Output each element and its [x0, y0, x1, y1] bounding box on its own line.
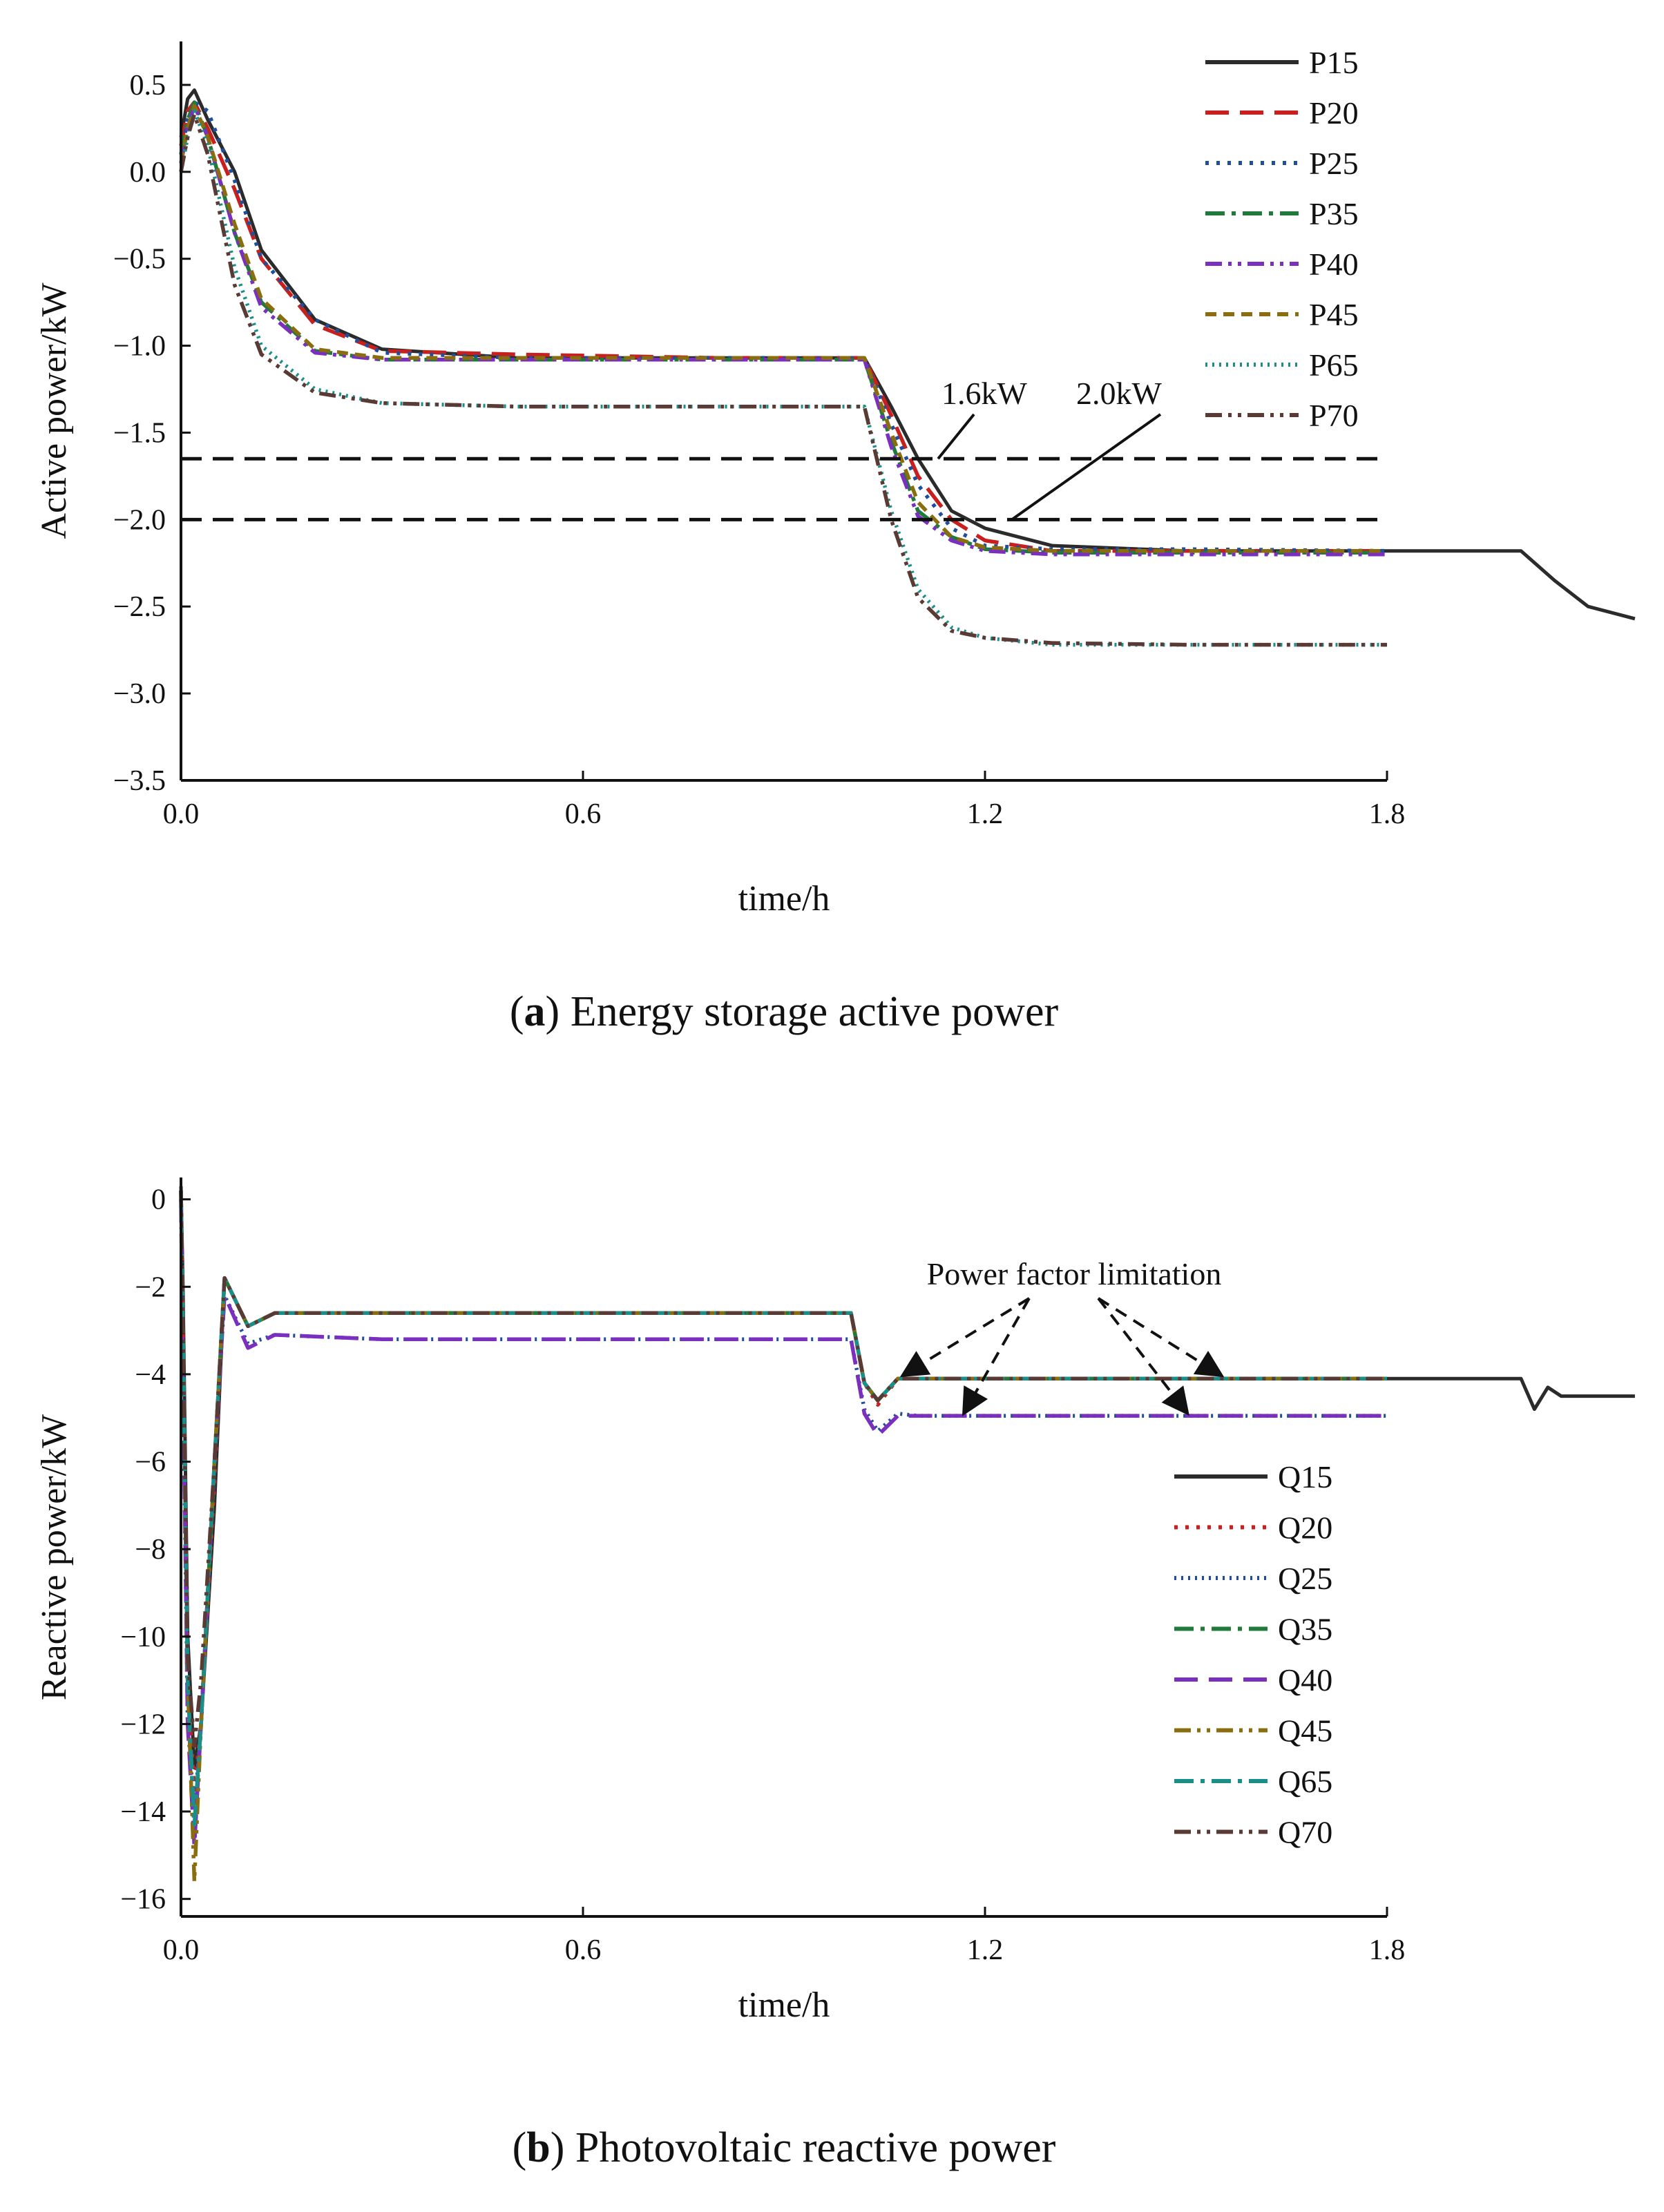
annotation-arrow [1097, 1297, 1225, 1378]
panel-a-y-axis-label: Active power/kW [35, 282, 74, 539]
legend-label-q45: Q45 [1278, 1713, 1332, 1749]
x-tick-label: 0.0 [163, 798, 200, 830]
y-tick-label: −2 [135, 1271, 166, 1303]
y-tick-label: −10 [120, 1622, 166, 1653]
legend-label-q15: Q15 [1278, 1459, 1332, 1494]
panel-a-annotations: 1.6kW 2.0kW [937, 376, 1163, 521]
series-line-p70 [179, 112, 1387, 647]
y-tick-label: −0.5 [113, 244, 166, 276]
x-tick-label: 1.8 [1369, 1934, 1406, 1966]
y-tick-label: −3.0 [113, 678, 166, 710]
y-tick-label: −1.5 [113, 417, 166, 449]
panel-b-caption-text: Photovoltaic reactive power [575, 2124, 1056, 2171]
panel-b-y-axis-label: Reactive power/kW [35, 1414, 74, 1700]
legend-label-q40: Q40 [1278, 1662, 1332, 1698]
x-tick-label: 0.0 [163, 1934, 200, 1966]
series-line-q25 [179, 1199, 1387, 1814]
reference-label: 2.0kW [1076, 376, 1163, 411]
x-tick-label: 1.2 [967, 1934, 1004, 1966]
reference-pointer [1011, 413, 1162, 521]
panel-a-reference-lines [181, 456, 1387, 521]
panel-a-legend: P15 P20 P25 P35 P40 P45 P65 P70 [1205, 45, 1359, 433]
y-tick-label: −12 [120, 1709, 166, 1740]
series-line-p45 [179, 104, 1387, 553]
panel-b-x-axis-label: time/h [738, 1985, 830, 2025]
reference-label: 1.6kW [941, 376, 1028, 411]
panel-a-x-ticks: 0.0 0.6 1.2 1.8 [163, 771, 1406, 830]
legend-label-p20: P20 [1309, 95, 1359, 131]
panel-b-reactive-power: 0 −2 −4 −6 −8 −10 −12 −14 −16 0.0 0.6 1.2 1.8 React… [35, 1177, 1635, 2171]
legend-label-p70: P70 [1309, 398, 1359, 433]
panel-a-x-axis-label: time/h [738, 879, 830, 919]
panel-a-y-ticks: 0.5 0.0 −0.5 −1.0 −1.5 −2.0 −2.5 −3.0 −3.5 [113, 70, 191, 797]
panel-b-caption: (b) Photovoltaic reactive power [513, 2124, 1056, 2171]
panel-a-active-power: 0.50.0−0.5−1.0−1.5−2.0−2.5−3.0−3.5 0.0 0.… [35, 41, 1636, 1035]
panel-a-caption: (a) Energy storage active power [510, 988, 1059, 1035]
panel-b-caption-letter: b [526, 2124, 550, 2171]
x-tick-label: 1.2 [967, 798, 1004, 830]
panel-b-annotations: Power factor limitation [899, 1256, 1225, 1416]
panel-a-series-group [179, 88, 1636, 647]
y-tick-label: −8 [135, 1534, 166, 1566]
series-line-p20 [179, 100, 1387, 553]
series-line-p25 [179, 100, 1388, 553]
series-line-q70 [179, 1190, 1387, 1748]
series-line-p35 [179, 100, 1387, 555]
x-tick-label: 1.8 [1369, 798, 1406, 830]
series-line-q40 [179, 1199, 1387, 1849]
legend-label-q65: Q65 [1278, 1764, 1332, 1799]
annotation-arrow [899, 1297, 1031, 1378]
legend-label-p45: P45 [1309, 297, 1359, 332]
series-line-q15 [179, 1186, 1635, 1770]
y-tick-label: 0 [151, 1184, 166, 1216]
reference-pointer [937, 413, 975, 460]
legend-label-p15: P15 [1309, 45, 1359, 80]
series-line-p40 [179, 104, 1387, 557]
legend-label-p35: P35 [1309, 196, 1359, 231]
y-tick-label: −6 [135, 1447, 166, 1479]
y-tick-label: −4 [135, 1359, 166, 1391]
panel-a-caption-letter: a [524, 988, 546, 1035]
legend-label-q70: Q70 [1278, 1815, 1332, 1850]
panel-b-x-ticks: 0.0 0.6 1.2 1.8 [163, 1907, 1406, 1966]
y-tick-label: −1.0 [113, 331, 166, 363]
legend-label-q25: Q25 [1278, 1561, 1332, 1596]
series-line-p65 [179, 108, 1387, 647]
y-tick-label: −16 [120, 1884, 166, 1916]
series-line-q45 [179, 1190, 1387, 1884]
legend-label-q35: Q35 [1278, 1612, 1332, 1647]
y-tick-label: 0.5 [130, 70, 166, 102]
legend-label-p25: P25 [1309, 146, 1359, 181]
panel-b-y-ticks: 0 −2 −4 −6 −8 −10 −12 −14 −16 [120, 1184, 191, 1916]
y-tick-label: 0.0 [130, 157, 166, 189]
x-tick-label: 0.6 [565, 798, 602, 830]
legend-label-p65: P65 [1309, 347, 1359, 383]
y-tick-label: −3.5 [113, 765, 166, 797]
annotation-arrow [962, 1298, 1031, 1416]
y-tick-label: −2.5 [113, 591, 166, 623]
panel-a-caption-text: Energy storage active power [571, 988, 1059, 1035]
annotation-arrow [1097, 1297, 1189, 1416]
x-tick-label: 0.6 [565, 1934, 602, 1966]
panel-b-series-group [179, 1186, 1635, 1884]
power-factor-annotation: Power factor limitation [927, 1256, 1222, 1291]
y-tick-label: −14 [120, 1796, 166, 1828]
legend-label-p40: P40 [1309, 247, 1359, 282]
y-tick-label: −2.0 [113, 504, 166, 536]
legend-label-q20: Q20 [1278, 1510, 1332, 1546]
panel-b-legend: Q15 Q20 Q25 Q35 Q40 Q45 Q65 Q70 [1174, 1459, 1332, 1850]
